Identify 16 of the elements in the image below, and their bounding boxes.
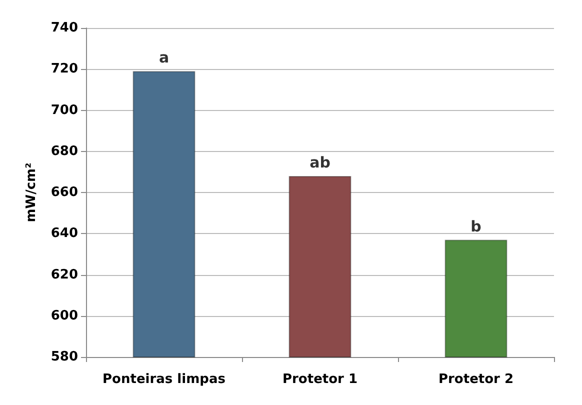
y-tick-label: 600: [50, 308, 78, 324]
y-tick-label: 660: [50, 185, 78, 200]
y-tick-label: 640: [50, 226, 78, 242]
y-tick-label: 580: [50, 350, 78, 364]
y-axis-title: mW/cm²: [24, 162, 39, 222]
x-tick-label: Ponteiras limpas: [102, 372, 226, 387]
y-tick-label: 720: [50, 62, 78, 77]
annotation: a: [158, 48, 170, 67]
annotation: b: [470, 217, 482, 236]
x-tick-label: Protetor 2: [438, 372, 514, 387]
y-tick-label: 700: [50, 102, 78, 118]
annotation: ab: [310, 154, 331, 172]
y-tick-label: 620: [50, 267, 78, 282]
y-tick-label: 680: [50, 144, 78, 159]
x-tick-label: Protetor 1: [282, 372, 358, 387]
y-tick-label: 740: [50, 20, 78, 36]
